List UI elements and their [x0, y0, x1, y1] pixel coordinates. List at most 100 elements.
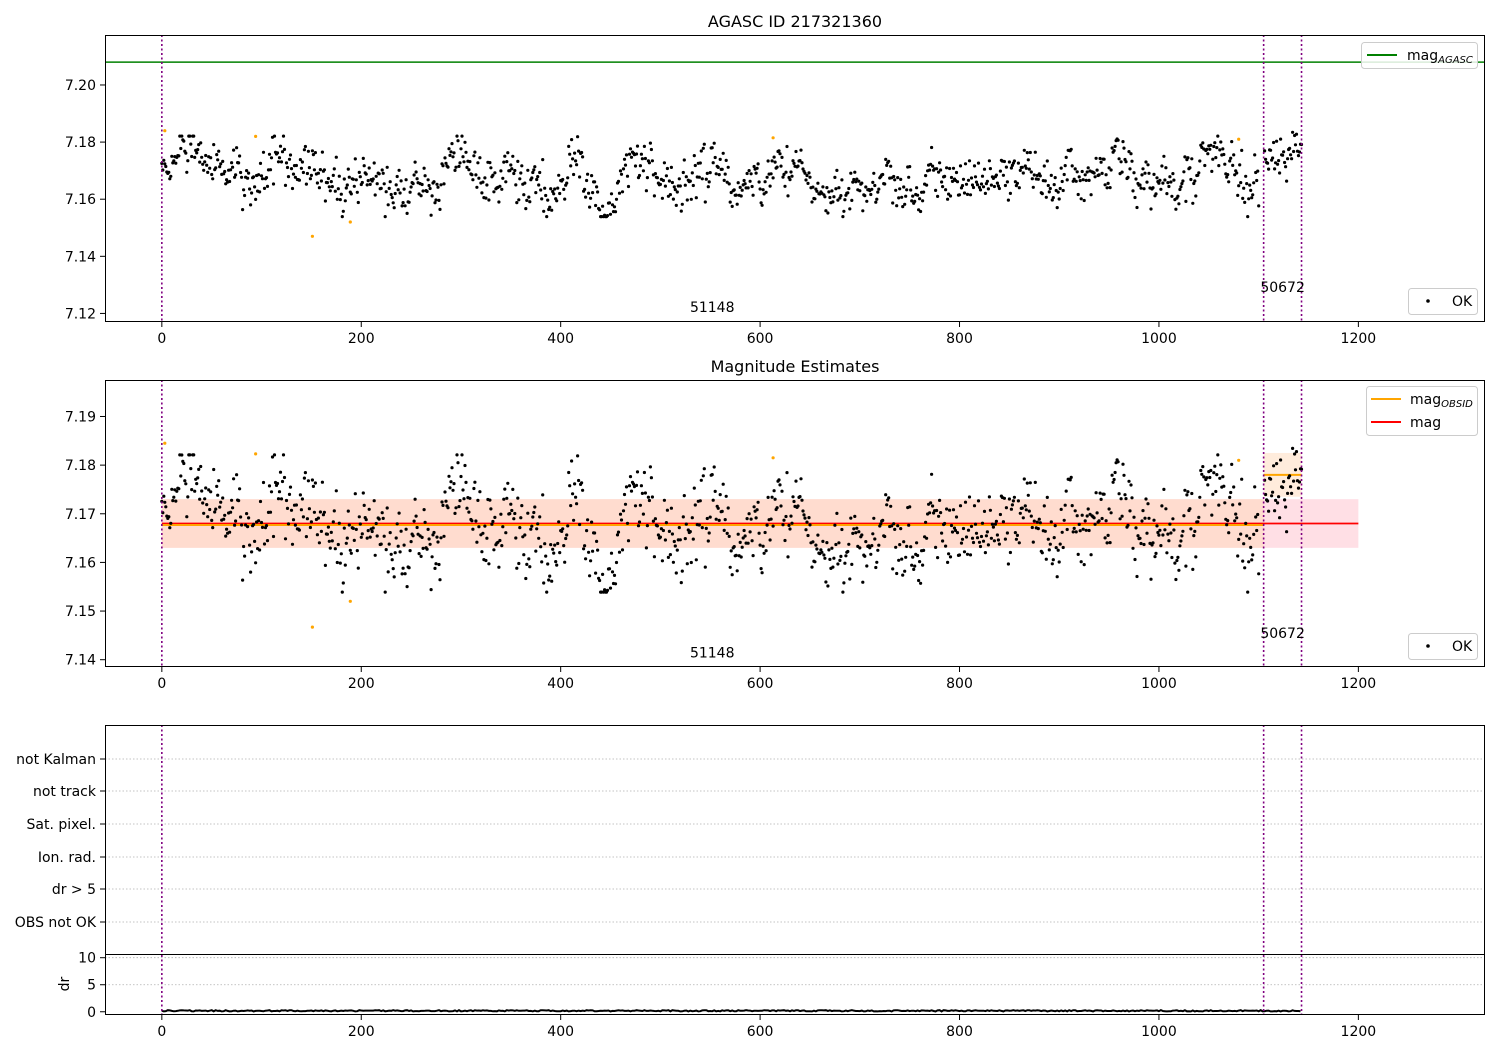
ok-point: [1276, 162, 1280, 166]
ok-point: [467, 168, 471, 172]
ok-point: [1288, 474, 1292, 478]
ok-point: [541, 493, 545, 497]
y-tick-label: 7.20: [65, 78, 96, 94]
ok-point: [511, 487, 515, 491]
ok-point: [208, 507, 212, 512]
ok-point: [924, 520, 928, 524]
ok-point: [585, 529, 589, 533]
panel-2-frame: [105, 380, 1485, 667]
ok-point: [1085, 514, 1089, 518]
ok-point: [260, 525, 265, 530]
ok-point: [1144, 160, 1148, 164]
ok-point: [707, 531, 711, 535]
ok-point: [598, 208, 602, 212]
ok-point: [590, 174, 594, 178]
ok-point: [790, 521, 794, 525]
ok-point: [846, 549, 850, 554]
ok-point: [315, 181, 319, 185]
ok-point: [988, 508, 993, 512]
ok-point: [841, 215, 845, 219]
ok-point: [954, 515, 959, 519]
ok-point: [530, 524, 534, 528]
ok-point: [506, 481, 510, 485]
ok-point: [163, 500, 167, 504]
ok-point: [268, 510, 273, 514]
ok-point: [664, 174, 669, 178]
ok-point: [1172, 528, 1176, 532]
ok-point: [771, 524, 775, 528]
ok-point: [853, 514, 857, 519]
ok-point: [633, 164, 638, 168]
ok-point: [647, 498, 652, 503]
ok-point: [935, 508, 939, 513]
ok-point: [751, 193, 755, 197]
ok-point: [572, 518, 576, 522]
ok-point: [297, 178, 301, 182]
ok-point: [653, 517, 658, 521]
ok-point: [749, 172, 753, 176]
ok-point: [909, 188, 913, 192]
ok-point: [568, 484, 572, 488]
ok-point: [1093, 522, 1097, 526]
ok-point: [569, 504, 573, 508]
ok-point: [339, 192, 343, 196]
ok-point: [1124, 497, 1128, 501]
ok-point: [481, 531, 485, 535]
ok-point: [167, 515, 171, 519]
ok-point: [732, 545, 736, 549]
ok-point: [876, 190, 880, 194]
ok-point: [335, 197, 339, 201]
ok-point: [822, 553, 826, 557]
ok-point: [810, 565, 814, 569]
ok-point: [425, 547, 429, 551]
ok-point: [1174, 207, 1178, 211]
ok-point: [570, 459, 574, 463]
ok-point: [254, 561, 258, 565]
ok-point: [1292, 149, 1296, 154]
ok-point: [773, 497, 777, 501]
obsid-label: 51148: [690, 300, 735, 316]
ok-point: [1278, 171, 1282, 175]
ok-point: [538, 515, 542, 519]
ok-point: [1194, 555, 1198, 559]
ok-point: [738, 540, 742, 545]
ok-point: [1156, 530, 1160, 535]
ok-point: [928, 511, 932, 515]
ok-point: [330, 185, 334, 189]
ok-point: [230, 161, 234, 165]
ok-point: [412, 519, 416, 523]
ok-point: [701, 146, 705, 150]
ok-point: [199, 141, 203, 145]
obsid-label: 50672: [1260, 626, 1305, 642]
ok-point: [694, 196, 698, 200]
ok-point: [640, 157, 645, 161]
ok-point: [1227, 531, 1231, 535]
y-tick-label: 5: [87, 978, 96, 994]
ok-point: [1026, 158, 1030, 162]
ok-point: [1288, 146, 1292, 150]
ok-point: [936, 556, 940, 560]
ok-point: [763, 530, 767, 535]
ok-point: [304, 535, 308, 539]
ok-point: [638, 503, 643, 507]
ok-point: [623, 163, 628, 167]
x-tick-label: 600: [747, 676, 774, 692]
ok-point: [595, 539, 599, 544]
ok-point: [985, 530, 990, 534]
ok-point: [1046, 183, 1050, 188]
ok-point: [1010, 503, 1015, 507]
ok-point: [275, 151, 280, 155]
ok-point: [476, 498, 480, 502]
ok-point: [512, 171, 516, 176]
ok-point: [1161, 533, 1165, 537]
ok-point: [1253, 153, 1257, 157]
ok-point: [344, 541, 348, 545]
ok-point: [1248, 183, 1252, 187]
ok-point: [313, 481, 317, 485]
ok-point: [206, 515, 210, 519]
ok-point: [401, 201, 405, 205]
ok-point: [262, 186, 267, 190]
ok-point: [337, 174, 341, 178]
ok-point: [1165, 192, 1169, 196]
ok-point: [199, 464, 203, 469]
